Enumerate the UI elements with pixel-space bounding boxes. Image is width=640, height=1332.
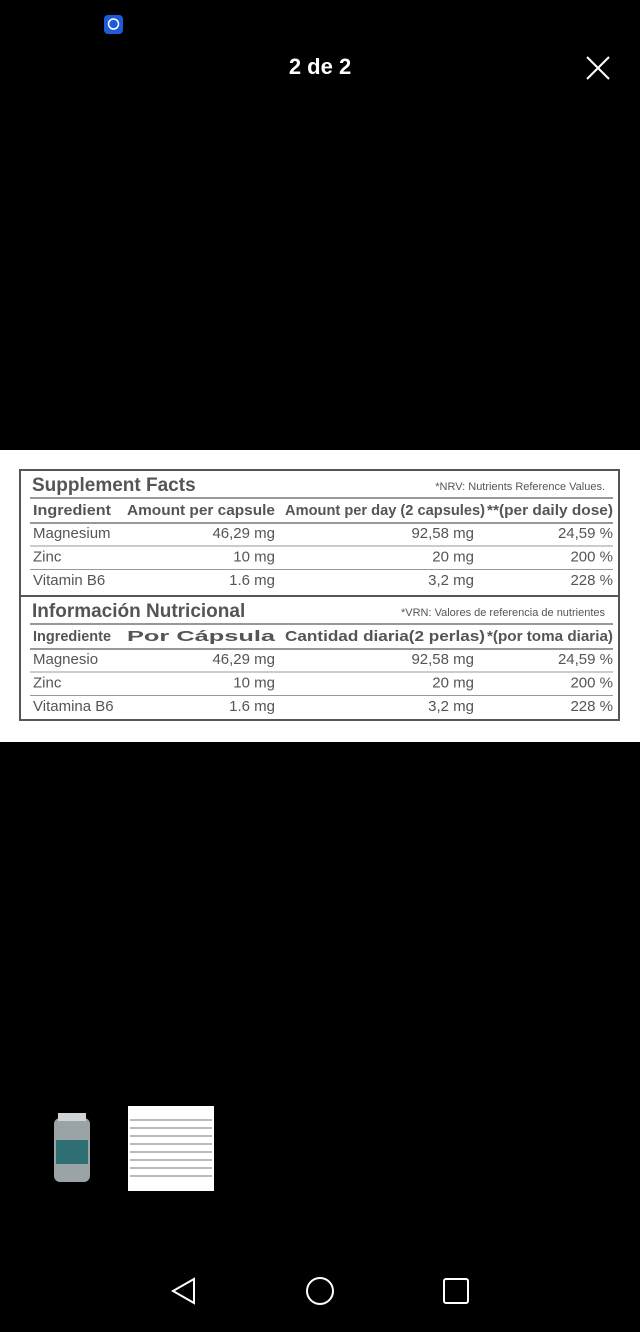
table-cell: 20 mg	[432, 548, 474, 565]
status-icon	[104, 15, 123, 34]
table-cell: 3,2 mg	[428, 572, 474, 589]
table-cell: 200 %	[570, 674, 613, 691]
nav-back[interactable]	[170, 1277, 195, 1305]
table-cell: Zinc	[33, 548, 62, 565]
table-cell: 1.6 mg	[229, 572, 275, 589]
column-header: Ingredient	[33, 502, 111, 519]
nav-home[interactable]	[306, 1277, 334, 1305]
table-cell: 92,58 mg	[411, 525, 474, 542]
table-cell: 46,29 mg	[212, 525, 275, 542]
section-title: Supplement Facts	[32, 475, 196, 496]
column-header: Cantidad diaria(2 perlas)	[285, 628, 485, 645]
column-header: Amount per capsule	[127, 502, 275, 519]
table-cell: Magnesium	[33, 525, 111, 542]
column-header: Amount per day (2 capsules)	[285, 502, 485, 519]
table-cell: 10 mg	[233, 674, 275, 691]
column-header: **(per daily dose)	[487, 502, 613, 519]
nutrition-table: Supplement Facts *NRV: Nutrients Referenc…	[20, 475, 619, 715]
image-counter: 2 de 2	[289, 54, 351, 79]
column-header: Por Cápsula	[127, 628, 276, 645]
table-cell: 3,2 mg	[428, 698, 474, 715]
table-cell: Vitamina B6	[33, 698, 114, 715]
thumbnail-table[interactable]	[128, 1106, 214, 1191]
table-cell: Vitamin B6	[33, 572, 105, 589]
table-cell: 228 %	[570, 698, 613, 715]
table-cell: 228 %	[570, 572, 613, 589]
table-cell: 10 mg	[233, 548, 275, 565]
column-header: Ingrediente	[33, 628, 111, 645]
column-header: *(por toma diaria)	[487, 628, 613, 645]
table-cell: 46,29 mg	[212, 651, 275, 668]
table-cell: 20 mg	[432, 674, 474, 691]
nav-recents[interactable]	[443, 1278, 469, 1304]
table-cell: 24,59 %	[558, 525, 613, 542]
close-button[interactable]	[586, 56, 610, 80]
table-cell: 1.6 mg	[229, 698, 275, 715]
thumbnail-bottle[interactable]	[54, 1113, 90, 1182]
section-note: *NRV: Nutrients Reference Values.	[435, 481, 605, 493]
table-cell: Zinc	[33, 674, 62, 691]
section-title: Información Nutricional	[32, 601, 245, 622]
section-note: *VRN: Valores de referencia de nutriente…	[401, 607, 606, 619]
table-cell: 24,59 %	[558, 651, 613, 668]
table-cell: 92,58 mg	[411, 651, 474, 668]
table-cell: 200 %	[570, 548, 613, 565]
table-cell: Magnesio	[33, 651, 98, 668]
